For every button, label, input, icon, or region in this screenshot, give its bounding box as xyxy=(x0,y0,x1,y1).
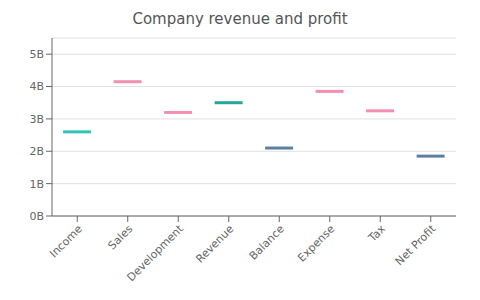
html-text:Company revenue and profit: Company revenue and profit xyxy=(132,10,348,28)
svg-text:Expense: Expense xyxy=(295,222,337,264)
svg-text:Income: Income xyxy=(47,222,85,260)
svg-text:Sales: Sales xyxy=(105,222,135,252)
svg-text:1B: 1B xyxy=(29,178,44,191)
svg-text:5B: 5B xyxy=(29,48,44,61)
svg-text:Net Profit: Net Profit xyxy=(393,222,439,268)
svg-text:Development: Development xyxy=(124,222,186,284)
svg-text:3B: 3B xyxy=(29,113,44,126)
svg-text:0B: 0B xyxy=(29,210,44,223)
svg-text:2B: 2B xyxy=(29,145,44,158)
svg-text:4B: 4B xyxy=(29,80,44,93)
svg-text:Revenue: Revenue xyxy=(193,222,236,265)
svg-text:Balance: Balance xyxy=(247,222,287,262)
svg-text:Tax: Tax xyxy=(365,222,388,245)
